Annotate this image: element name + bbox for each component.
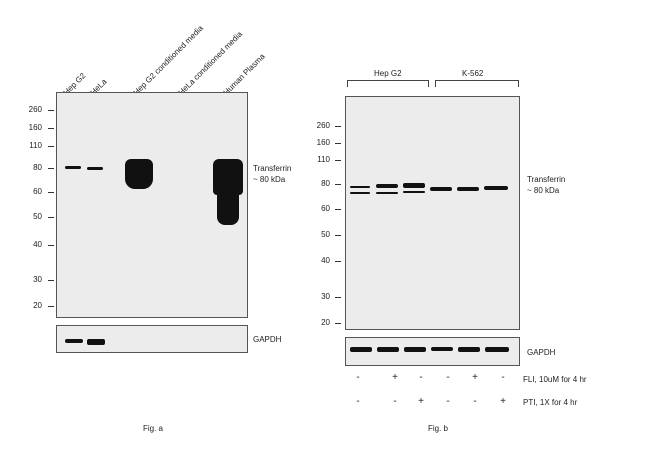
target-size-b: ~ 80 kDa <box>527 186 560 195</box>
blot-a-gapdh <box>56 325 248 353</box>
sign-fli-4: - <box>446 372 450 383</box>
lane-label-5: Human Plasma <box>221 51 267 97</box>
sign-pti-6: + <box>500 396 506 407</box>
loading-label-a: GAPDH <box>253 335 282 344</box>
blot-b-main <box>345 96 520 330</box>
mw-a-40: 40 <box>33 240 42 249</box>
mw-b-260: 260 <box>316 121 330 130</box>
group-label-1: Hep G2 <box>374 69 402 78</box>
mw-b-80: 80 <box>321 179 330 188</box>
loading-label-b: GAPDH <box>527 348 556 357</box>
mw-a-30: 30 <box>33 275 42 284</box>
bracket-k562 <box>435 80 519 87</box>
mw-b-30: 30 <box>321 292 330 301</box>
mw-b-60: 60 <box>321 204 330 213</box>
sign-fli-3: - <box>419 372 423 383</box>
sign-fli-5: + <box>472 372 478 383</box>
target-size-a: ~ 80 kDa <box>253 175 286 184</box>
mw-a-80: 80 <box>33 163 42 172</box>
sign-pti-5: - <box>473 396 477 407</box>
target-label-b: Transferrin <box>527 175 566 184</box>
blot-b-gapdh <box>345 337 520 366</box>
caption-a: Fig. a <box>143 424 164 433</box>
sign-fli-6: - <box>501 372 505 383</box>
treatment-label-pti: PTI, 1X for 4 hr <box>523 398 578 407</box>
bracket-hepg2 <box>347 80 429 87</box>
target-label-a: Transferrin <box>253 164 292 173</box>
sign-pti-3: + <box>418 396 424 407</box>
mw-a-60: 60 <box>33 187 42 196</box>
sign-fli-1: - <box>356 372 360 383</box>
mw-a-260: 260 <box>28 105 42 114</box>
mw-a-20: 20 <box>33 301 42 310</box>
mw-b-40: 40 <box>321 256 330 265</box>
sign-pti-4: - <box>446 396 450 407</box>
blot-a-main <box>56 92 248 318</box>
mw-b-50: 50 <box>321 230 330 239</box>
mw-a-50: 50 <box>33 212 42 221</box>
treatment-label-fli: FLI, 10uM for 4 hr <box>523 375 587 384</box>
mw-b-20: 20 <box>321 318 330 327</box>
sign-pti-2: - <box>393 396 397 407</box>
sign-pti-1: - <box>356 396 360 407</box>
mw-a-110: 110 <box>29 141 42 150</box>
group-label-2: K-562 <box>462 69 484 78</box>
caption-b: Fig. b <box>428 424 449 433</box>
mw-b-160: 160 <box>316 138 330 147</box>
mw-a-160: 160 <box>28 123 42 132</box>
mw-b-110: 110 <box>317 155 330 164</box>
sign-fli-2: + <box>392 372 398 383</box>
